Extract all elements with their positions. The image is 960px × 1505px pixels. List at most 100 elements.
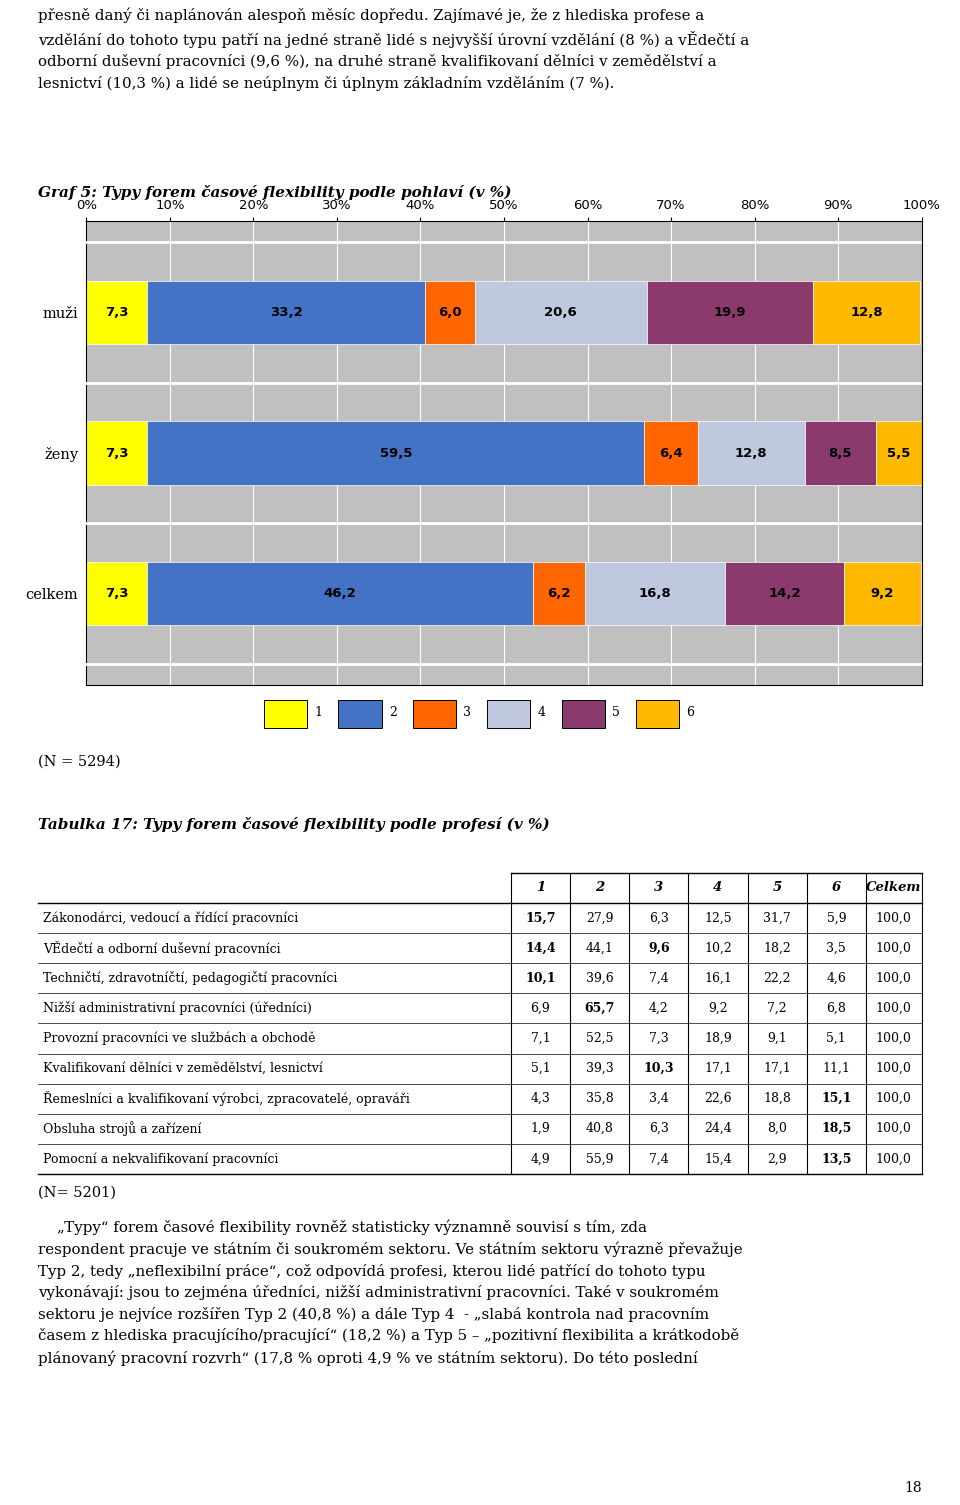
Text: 40,8: 40,8: [586, 1123, 613, 1135]
Text: 7,2: 7,2: [767, 1002, 787, 1014]
Text: 100,0: 100,0: [876, 942, 912, 954]
Text: 3,4: 3,4: [649, 1093, 669, 1105]
Text: 5,1: 5,1: [827, 1032, 847, 1044]
Text: 44,1: 44,1: [586, 942, 613, 954]
Text: 18,5: 18,5: [821, 1123, 852, 1135]
Text: 12,8: 12,8: [735, 447, 768, 459]
Text: 2: 2: [389, 706, 396, 719]
Text: 17,1: 17,1: [763, 1063, 791, 1075]
Text: 39,3: 39,3: [586, 1063, 613, 1075]
Text: 9,6: 9,6: [648, 942, 670, 954]
Text: 18,8: 18,8: [763, 1093, 791, 1105]
Text: Graf 5: Typy forem časové flexibility podle pohlaví (v %): Graf 5: Typy forem časové flexibility po…: [38, 185, 512, 200]
Text: 1: 1: [536, 882, 545, 894]
Bar: [698, 421, 804, 485]
Text: 8,0: 8,0: [767, 1123, 787, 1135]
Text: 100,0: 100,0: [876, 1093, 912, 1105]
Text: přesně daný či naplánován alespoň měsíc dopředu. Zajímavé je, že z hlediska prof: přesně daný či naplánován alespoň měsíc …: [38, 8, 750, 90]
Text: 52,5: 52,5: [586, 1032, 613, 1044]
Bar: [647, 281, 813, 345]
Text: 2: 2: [595, 882, 604, 894]
Text: Pomocní a nekvalifikovaní pracovníci: Pomocní a nekvalifikovaní pracovníci: [43, 1153, 278, 1165]
Text: 6,8: 6,8: [827, 1002, 847, 1014]
Text: „Typy“ forem časové flexibility rovněž statisticky významně souvisí s tím, zda
r: „Typy“ forem časové flexibility rovněž s…: [38, 1219, 743, 1365]
Text: Techničtí, zdravotníčtí, pedagogičtí pracovníci: Techničtí, zdravotníčtí, pedagogičtí pra…: [43, 971, 337, 986]
Text: 10,3: 10,3: [643, 1063, 674, 1075]
Text: 17,1: 17,1: [704, 1063, 732, 1075]
Bar: [475, 281, 647, 345]
Text: 6,2: 6,2: [547, 587, 571, 600]
Text: 46,2: 46,2: [324, 587, 357, 600]
Text: 1: 1: [314, 706, 323, 719]
Text: 5,9: 5,9: [827, 912, 846, 924]
Bar: [644, 421, 698, 485]
Text: 6,4: 6,4: [660, 447, 683, 459]
Bar: [804, 421, 876, 485]
Text: 7,3: 7,3: [106, 306, 129, 319]
Text: 31,7: 31,7: [763, 912, 791, 924]
Bar: [533, 561, 585, 625]
Bar: [86, 561, 148, 625]
Text: (N= 5201): (N= 5201): [38, 1186, 116, 1199]
Text: 59,5: 59,5: [379, 447, 412, 459]
Text: 4,9: 4,9: [531, 1153, 550, 1165]
Text: 27,9: 27,9: [586, 912, 613, 924]
Text: 5,5: 5,5: [887, 447, 910, 459]
Text: 4,2: 4,2: [649, 1002, 669, 1014]
FancyBboxPatch shape: [562, 700, 605, 727]
Text: 6: 6: [686, 706, 694, 719]
Text: 12,8: 12,8: [851, 306, 883, 319]
Text: 13,5: 13,5: [821, 1153, 852, 1165]
Bar: [813, 281, 920, 345]
Text: 7,3: 7,3: [649, 1032, 669, 1044]
Text: 10,1: 10,1: [525, 972, 556, 984]
Text: 18: 18: [904, 1481, 922, 1496]
Text: 5: 5: [773, 882, 781, 894]
Text: Obsluha strojů a zařízení: Obsluha strojů a zařízení: [43, 1121, 202, 1136]
Text: 1,9: 1,9: [531, 1123, 550, 1135]
Text: 16,1: 16,1: [704, 972, 732, 984]
Text: 12,5: 12,5: [705, 912, 732, 924]
Bar: [148, 281, 424, 345]
Text: 4,6: 4,6: [827, 972, 847, 984]
Text: 7,4: 7,4: [649, 972, 669, 984]
Text: 55,9: 55,9: [586, 1153, 613, 1165]
Text: 15,7: 15,7: [525, 912, 556, 924]
Text: 18,9: 18,9: [704, 1032, 732, 1044]
Text: Nižší administrativní pracovníci (úředníci): Nižší administrativní pracovníci (úřední…: [43, 1001, 312, 1016]
Text: 15,4: 15,4: [704, 1153, 732, 1165]
Text: 9,1: 9,1: [767, 1032, 787, 1044]
Text: 39,6: 39,6: [586, 972, 613, 984]
Text: 22,2: 22,2: [763, 972, 791, 984]
Text: 7,3: 7,3: [106, 447, 129, 459]
Text: 19,9: 19,9: [713, 306, 746, 319]
Text: Provozní pracovníci ve službách a obchodě: Provozní pracovníci ve službách a obchod…: [43, 1032, 315, 1044]
Text: 6,3: 6,3: [649, 912, 669, 924]
Text: 20,6: 20,6: [544, 306, 577, 319]
Text: 100,0: 100,0: [876, 972, 912, 984]
Text: 3,5: 3,5: [827, 942, 847, 954]
Text: 100,0: 100,0: [876, 1032, 912, 1044]
Bar: [585, 561, 726, 625]
FancyBboxPatch shape: [636, 700, 680, 727]
Text: 9,2: 9,2: [871, 587, 894, 600]
Text: 16,8: 16,8: [638, 587, 672, 600]
FancyBboxPatch shape: [488, 700, 530, 727]
FancyBboxPatch shape: [264, 700, 307, 727]
Text: VĚdečtí a odborní duševní pracovníci: VĚdečtí a odborní duševní pracovníci: [43, 941, 280, 956]
Text: (N = 5294): (N = 5294): [38, 754, 121, 769]
Text: 15,1: 15,1: [821, 1093, 852, 1105]
Text: 100,0: 100,0: [876, 912, 912, 924]
Text: 6,3: 6,3: [649, 1123, 669, 1135]
Text: 6,0: 6,0: [438, 306, 462, 319]
Text: Řemeslníci a kvalifikovaní výrobci, zpracovatelé, opraváři: Řemeslníci a kvalifikovaní výrobci, zpra…: [43, 1091, 410, 1106]
Text: 100,0: 100,0: [876, 1002, 912, 1014]
Text: 100,0: 100,0: [876, 1123, 912, 1135]
Text: 4: 4: [538, 706, 545, 719]
Text: 8,5: 8,5: [828, 447, 852, 459]
Text: Celkem: Celkem: [866, 882, 922, 894]
Text: 4,3: 4,3: [531, 1093, 550, 1105]
Text: 3: 3: [654, 882, 663, 894]
Text: 10,2: 10,2: [704, 942, 732, 954]
Text: 11,1: 11,1: [823, 1063, 851, 1075]
